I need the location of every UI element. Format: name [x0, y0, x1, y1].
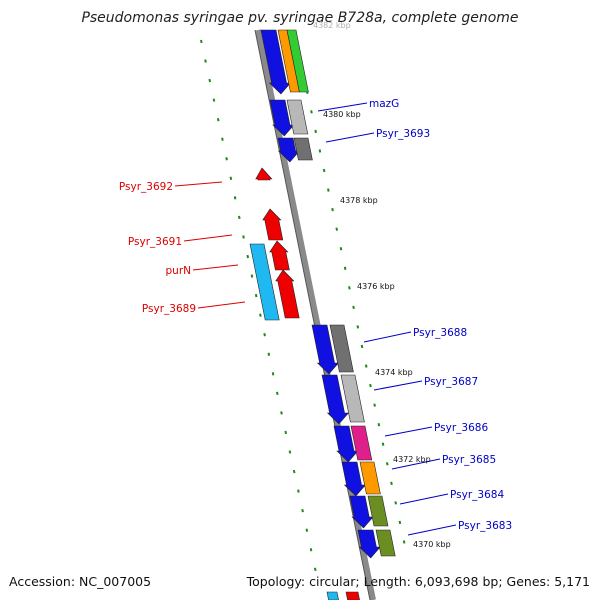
gene-arrow-Psyr_3684[interactable] [349, 495, 374, 529]
leader-line-Psyr_3684 [399, 493, 449, 505]
gene-arrow-Psyr_3688[interactable] [311, 324, 340, 375]
cog-box-bottom-cyan[interactable] [326, 591, 339, 600]
scale-label-4378-kbp: 4378 kbp [340, 196, 378, 205]
leader-line-Psyr_3685 [391, 458, 441, 470]
gene-arrow-purN[interactable] [269, 240, 290, 271]
gene-arrow-Psyr_3691[interactable] [262, 208, 284, 241]
gene-arrow-Psyr_3683[interactable] [357, 529, 381, 559]
leader-line-Psyr_3691 [183, 234, 233, 242]
gene-label-mazG[interactable]: mazG [369, 98, 399, 110]
gene-arrow-mazG[interactable] [269, 99, 295, 137]
gene-arrow-Psyr_3686[interactable] [333, 425, 359, 463]
gene-label-Psyr_3692[interactable]: Psyr_3692 [119, 181, 173, 193]
leader-line-Psyr_3686 [384, 426, 433, 437]
gene-arrow-Psyr_3692[interactable] [255, 167, 273, 181]
accession-text: Accession: NC_007005 [9, 574, 152, 589]
cog-box-Psyr_3684[interactable] [367, 495, 389, 527]
gene-arrow-Psyr_3693[interactable] [277, 137, 301, 163]
leader-line-mazG [317, 102, 368, 112]
gene-label-purN[interactable]: purN [166, 265, 192, 277]
gene-label-Psyr_3685[interactable]: Psyr_3685 [442, 454, 496, 466]
gene-label-Psyr_3688[interactable]: Psyr_3688 [413, 327, 467, 339]
leader-line-Psyr_3689 [197, 301, 246, 309]
gene-label-Psyr_3689[interactable]: Psyr_3689 [142, 303, 196, 315]
gene-arrow-Psyr_3689[interactable] [275, 269, 300, 319]
gene-arrow-bottom[interactable] [345, 591, 360, 600]
scale-label-4380-kbp: 4380 kbp [323, 110, 361, 119]
leader-line-Psyr_3688 [363, 331, 412, 343]
leader-line-purN [192, 264, 239, 271]
leader-line-Psyr_3692 [174, 181, 223, 187]
cog-box-Psyr_3687[interactable] [340, 374, 365, 423]
map-title: Pseudomonas syringae pv. syringae B728a,… [81, 10, 519, 26]
cog-box-Psyr_3685[interactable] [359, 461, 381, 495]
topology-text: Topology: circular; Length: 6,093,698 bp… [246, 574, 590, 589]
leader-line-Psyr_3683 [407, 524, 457, 536]
scale-label-4376-kbp: 4376 kbp [357, 282, 395, 291]
cog-box-Psyr_3683[interactable] [375, 529, 396, 557]
gene-arrow-Psyr_3687[interactable] [321, 374, 350, 425]
gene-label-Psyr_3693[interactable]: Psyr_3693 [376, 128, 430, 140]
gene-arrow-top[interactable] [260, 29, 292, 95]
cog-box-purN[interactable] [249, 243, 280, 321]
cog-box-Psyr_3686[interactable] [350, 425, 373, 461]
gene-label-Psyr_3687[interactable]: Psyr_3687 [424, 376, 478, 388]
leader-line-Psyr_3687 [373, 380, 423, 391]
gene-label-Psyr_3686[interactable]: Psyr_3686 [434, 422, 488, 434]
gene-label-Psyr_3691[interactable]: Psyr_3691 [128, 236, 182, 248]
leader-line-Psyr_3693 [325, 132, 375, 143]
scale-label-4374-kbp: 4374 kbp [375, 368, 413, 377]
cog-box-top-green[interactable] [286, 29, 309, 93]
gene-arrow-Psyr_3685[interactable] [341, 461, 367, 497]
scale-label-4370-kbp: 4370 kbp [413, 540, 451, 549]
scale-label-4372-kbp: 4372 kbp [393, 455, 431, 464]
outer-tick-ring [200, 39, 319, 583]
cog-box-Psyr_3688[interactable] [329, 324, 354, 373]
gene-label-Psyr_3684[interactable]: Psyr_3684 [450, 489, 504, 501]
cog-box-Psyr_3693[interactable] [293, 137, 313, 161]
scale-label-4382-kbp: 4382 kbp [313, 21, 351, 30]
gene-label-Psyr_3683[interactable]: Psyr_3683 [458, 520, 512, 532]
cog-box-mazG[interactable] [286, 99, 309, 135]
